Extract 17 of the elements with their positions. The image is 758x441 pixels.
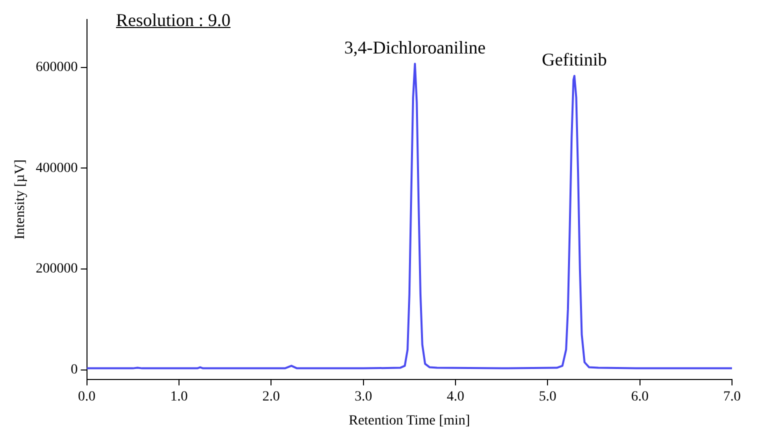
y-tick-label: 400000	[36, 160, 78, 176]
x-tick-label: 0.0	[78, 389, 96, 404]
y-tick-label: 200000	[36, 262, 78, 277]
annotation: 3,4-Dichloroaniline	[344, 38, 486, 58]
y-tick-label: 600000	[36, 60, 78, 75]
x-tick-label: 4.0	[446, 389, 464, 404]
x-tick-label: 5.0	[538, 389, 556, 404]
x-tick-label: 6.0	[631, 389, 649, 404]
annotation: Resolution : 9.0	[116, 10, 231, 31]
x-tick-label: 7.0	[723, 389, 741, 404]
annotation: Gefitinib	[542, 50, 607, 70]
x-tick-label: 1.0	[170, 389, 188, 404]
x-axis-title: Retention Time [min]	[348, 413, 470, 428]
y-axis-title: Intensity [µV]	[13, 159, 28, 240]
x-tick-label: 2.0	[262, 389, 280, 404]
x-tick-label: 3.0	[354, 389, 372, 404]
y-tick-label: 0	[70, 362, 78, 378]
